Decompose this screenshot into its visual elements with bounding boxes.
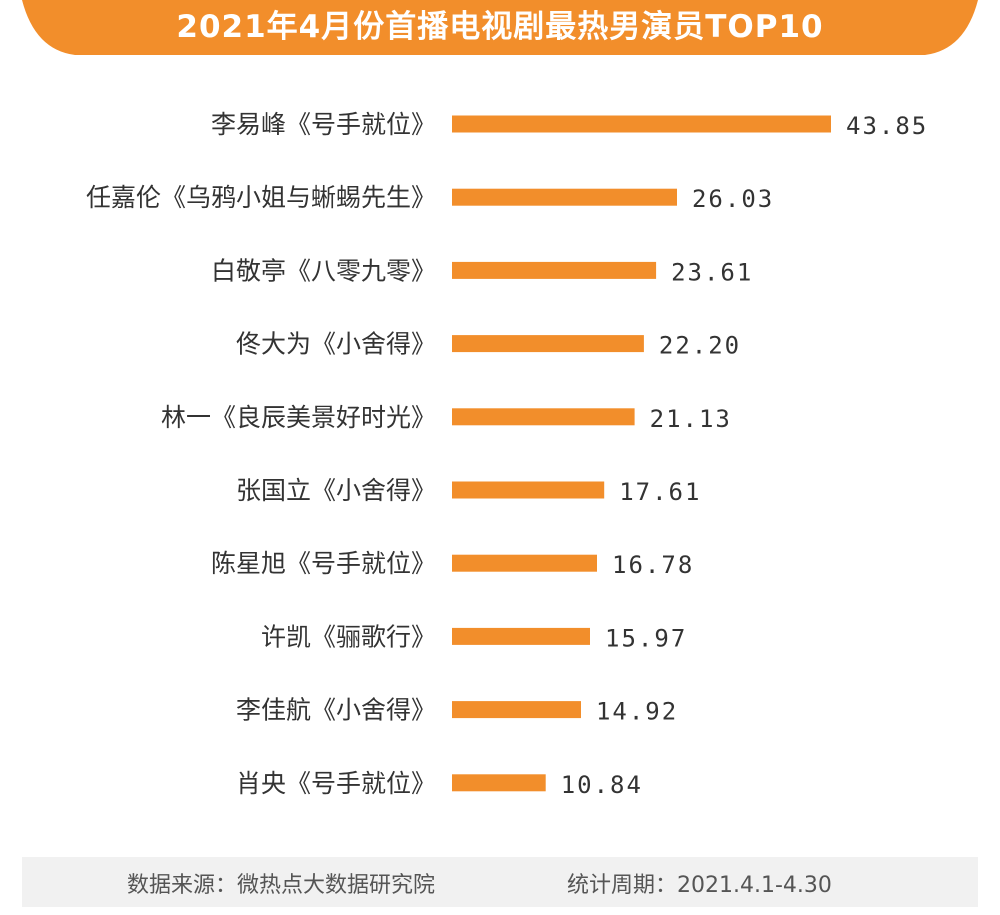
- value-label: 21.13: [650, 405, 732, 433]
- category-label: 许凯《骊歌行》: [261, 622, 436, 651]
- category-label: 肖央《号手就位》: [236, 769, 436, 798]
- value-label: 43.85: [846, 112, 928, 140]
- category-label: 张国立《小舍得》: [236, 476, 436, 505]
- bar: [452, 261, 657, 279]
- value-label: 23.61: [671, 258, 753, 286]
- value-label: 17.61: [619, 478, 701, 506]
- value-label: 16.78: [612, 551, 694, 579]
- bar: [452, 627, 590, 645]
- category-label: 任嘉伦《乌鸦小姐与蜥蜴先生》: [86, 183, 436, 212]
- category-label: 佟大为《小舍得》: [236, 330, 436, 359]
- bar-chart: 李易峰《号手就位》 43.85 任嘉伦《乌鸦小姐与蜥蜴先生》 26.03 白敬亭《八零九…: [86, 110, 928, 799]
- stat-period-text: 统计周期：2021.4.1-4.30: [567, 873, 832, 898]
- value-label: 14.92: [596, 698, 678, 726]
- footer-bar: 数据来源：微热点大数据研究院 统计周期：2021.4.1-4.30: [22, 857, 978, 907]
- bar: [452, 774, 546, 792]
- title-banner: 2021年4月份首播电视剧最热男演员TOP10: [0, 0, 1000, 58]
- category-label: 白敬亭《八零九零》: [211, 256, 436, 285]
- bar: [452, 554, 597, 572]
- category-label: 李易峰《号手就位》: [211, 110, 436, 139]
- bar: [452, 188, 677, 206]
- title-banner-shape: [22, 0, 978, 55]
- value-label: 10.84: [561, 771, 643, 799]
- bar: [452, 701, 581, 719]
- category-label: 李佳航《小舍得》: [236, 696, 436, 725]
- category-label: 陈星旭《号手就位》: [211, 549, 436, 578]
- value-label: 15.97: [605, 624, 687, 652]
- value-label: 22.20: [659, 332, 741, 360]
- chart-title: 2021年4月份首播电视剧最热男演员TOP10: [176, 9, 824, 45]
- value-label: 26.03: [692, 185, 774, 213]
- category-label: 林一《良辰美景好时光》: [161, 403, 436, 432]
- bar: [452, 335, 644, 353]
- bar: [452, 115, 831, 133]
- data-source-text: 数据来源：微热点大数据研究院: [127, 873, 436, 898]
- bar: [452, 481, 605, 499]
- bar: [452, 408, 635, 426]
